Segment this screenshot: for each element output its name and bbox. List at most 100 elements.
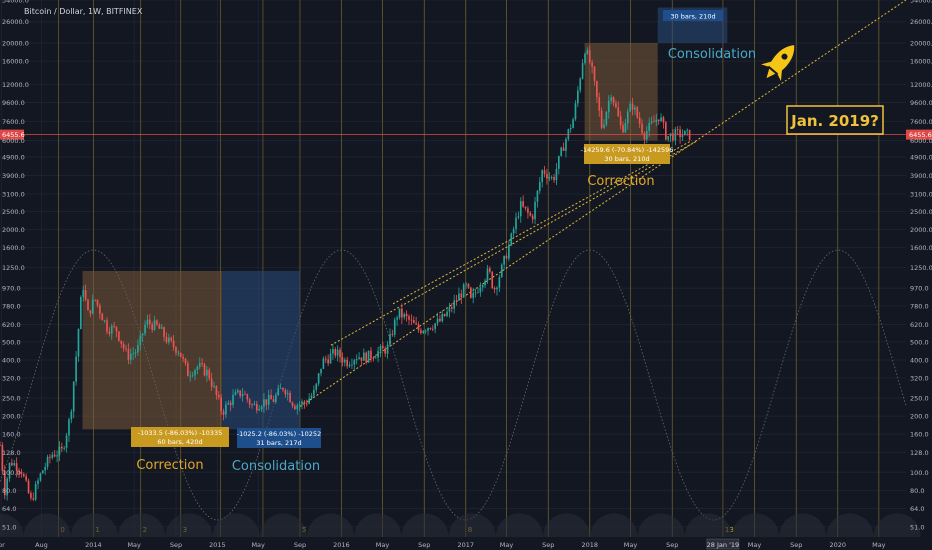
candle-body [317, 373, 320, 384]
candle-body [600, 110, 603, 128]
consolidation-label-2: Consolidation [668, 47, 756, 62]
candle-body [146, 319, 149, 325]
cycle-bump [259, 513, 307, 537]
candle-body [51, 454, 54, 458]
candle-body [30, 493, 32, 499]
candle-body [672, 133, 674, 141]
price-tag-right-text: 6455.6 [909, 131, 932, 139]
candle-body [512, 229, 515, 234]
x-tick-label: May [872, 541, 886, 549]
y-tick-label-left: 320.0 [2, 375, 21, 383]
candle-body [645, 130, 648, 140]
candle-body [422, 330, 425, 334]
candle-body [213, 386, 215, 387]
candle-body [479, 287, 482, 293]
candle-body [110, 325, 113, 334]
candle-body [515, 217, 517, 230]
candle-body [546, 173, 548, 179]
cons1-measure-bg [237, 428, 321, 448]
trendline [392, 140, 692, 305]
candle-body [555, 168, 558, 181]
y-tick-label-left: 12000.0 [2, 81, 29, 89]
y-tick-label-right: 320.0 [910, 375, 929, 383]
candle-body [560, 147, 563, 156]
candle-body [258, 409, 261, 411]
candle-body [72, 381, 75, 412]
candle-body [562, 147, 565, 151]
candle-body [201, 363, 203, 365]
candle-body [553, 177, 555, 181]
candle-body [624, 123, 627, 133]
x-tick-label: Sep [666, 541, 678, 549]
candle-body [194, 370, 196, 376]
candle-body [65, 435, 68, 448]
candle-body [58, 446, 61, 456]
candle-body [198, 363, 201, 367]
candle-body [401, 308, 403, 318]
candle-body [382, 346, 384, 349]
y-tick-label-right: 780.0 [910, 302, 929, 310]
candle-body [598, 97, 601, 111]
cycle-bump [165, 513, 213, 537]
y-tick-label-right: 620.0 [910, 321, 929, 329]
cycle-bump [118, 513, 166, 537]
candle-body [496, 287, 498, 290]
candle-body [617, 107, 620, 117]
x-tick-label: Sep [542, 541, 554, 549]
corr2-measure-line1: -14259.6 (-70.84%) -142596 [581, 146, 674, 154]
candle-body [63, 447, 66, 449]
candle-body [153, 320, 156, 330]
candle-body [103, 320, 106, 322]
candle-body [622, 125, 624, 133]
candle-body [667, 136, 670, 140]
y-tick-label-right: 20000.0 [910, 39, 932, 47]
candle-body [441, 313, 444, 322]
candle-body [431, 329, 434, 330]
candle-body [108, 331, 111, 334]
candle-body [529, 212, 532, 216]
candle-body [443, 313, 446, 317]
price-tag-right [906, 129, 932, 140]
candle-body [429, 328, 432, 330]
candle-body [94, 299, 96, 301]
candle-body [25, 476, 27, 481]
x-tick-label: 2017 [457, 541, 474, 549]
cycle-bump [873, 513, 921, 537]
cycle-bump [212, 513, 260, 537]
candle-body [455, 300, 458, 302]
candle-body [460, 293, 463, 298]
candle-body [277, 388, 280, 396]
candle-body [577, 90, 579, 104]
candle-body [548, 177, 551, 179]
candle-body [536, 190, 539, 202]
candle-body [410, 319, 413, 321]
candle-body [543, 170, 546, 174]
candle-body [77, 329, 80, 357]
candle-body [450, 307, 453, 309]
y-tick-label-left: 3900.0 [2, 172, 25, 180]
price-tag-left-text: 6455.6 [2, 131, 25, 139]
candle-body [610, 97, 612, 101]
candle-body [308, 398, 310, 404]
y-tick-label-left: 34000.0 [2, 0, 29, 5]
x-axis-band [0, 538, 932, 550]
x-tick-label: Sep [418, 541, 430, 549]
candle-body [386, 344, 389, 354]
candle-body [82, 290, 85, 297]
candle-body [27, 480, 30, 494]
candle-body [370, 350, 372, 359]
corr1-measure-line1: -1033.5 (-86.03%) -10335 [138, 429, 222, 437]
candle-body [524, 206, 527, 209]
y-tick-label-left: 970.0 [2, 285, 21, 293]
candle-body [522, 201, 524, 207]
candle-body [196, 366, 199, 371]
candle-body [339, 349, 341, 358]
candle-body [158, 324, 161, 329]
trendline [299, 0, 907, 408]
y-tick-label-right: 4900.0 [910, 153, 932, 161]
candle-body [296, 405, 299, 410]
candle-body [662, 117, 665, 123]
price-tag-left [0, 129, 24, 140]
candle-body [289, 392, 291, 403]
